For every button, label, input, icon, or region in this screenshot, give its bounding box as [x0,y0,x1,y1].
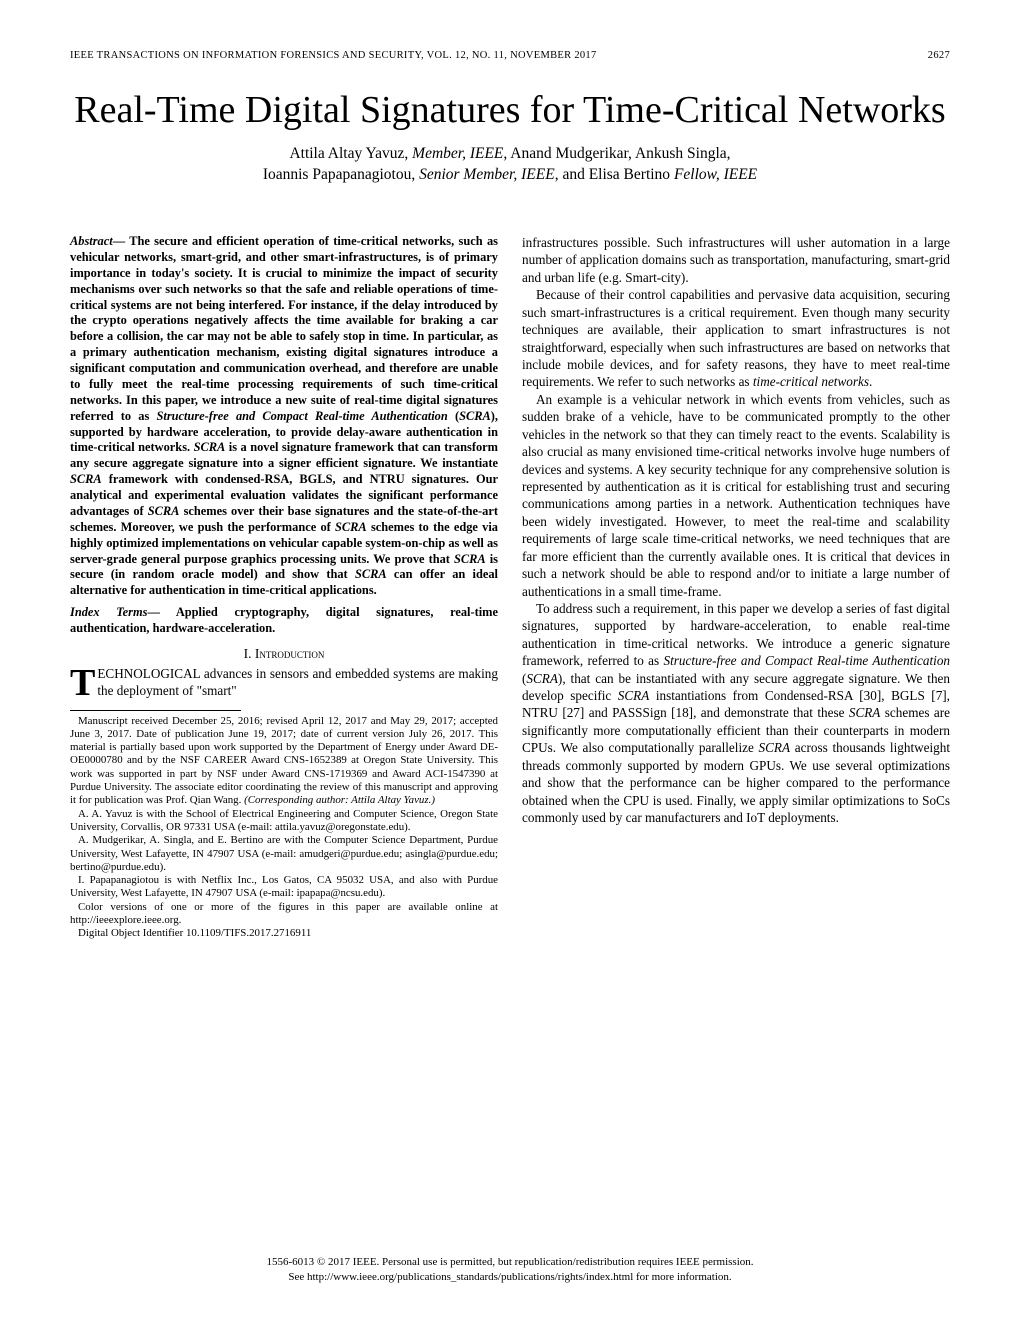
author-mid-2: , and Elisa Bertino [555,166,674,183]
abstract-term-3: SCRA [194,440,226,454]
footnote-color: Color versions of one or more of the fig… [70,901,498,928]
author-role-2: Senior Member, IEEE [419,166,555,183]
journal-info: IEEE TRANSACTIONS ON INFORMATION FORENSI… [70,50,597,61]
abstract-term-5: SCRA [148,504,180,518]
right-para-4: To address such a requirement, in this p… [522,600,950,826]
author-role-3: Fellow, IEEE [674,166,757,183]
right-para-1: infrastructures possible. Such infrastru… [522,234,950,286]
footnote-manuscript: Manuscript received December 25, 2016; r… [70,715,498,808]
author-names-2: Ioannis Papapanagiotou, [263,166,419,183]
index-terms: Index Terms— Applied cryptography, digit… [70,605,498,637]
two-column-body: Abstract— The secure and efficient opera… [70,234,950,941]
abstract-term-6: SCRA [335,520,367,534]
index-label: Index Terms [70,605,147,619]
intro-text: ECHNOLOGICAL advances in sensors and emb… [97,666,498,698]
intro-paragraph: TECHNOLOGICAL advances in sensors and em… [70,665,498,700]
right-p2-end: . [869,374,872,389]
right-p4-em3: SCRA [618,688,650,703]
right-p4-em5: SCRA [759,740,791,755]
abstract-body-1: — The secure and efficient operation of … [70,234,498,423]
left-column: Abstract— The secure and efficient opera… [70,234,498,941]
copyright-notice: 1556-6013 © 2017 IEEE. Personal use is p… [70,1255,950,1284]
right-column: infrastructures possible. Such infrastru… [522,234,950,941]
running-header: IEEE TRANSACTIONS ON INFORMATION FORENSI… [70,50,950,61]
footnote-affil-1: A. A. Yavuz is with the School of Electr… [70,808,498,835]
abstract-term-8: SCRA [355,567,387,581]
author-mid-1: , Anand Mudgerikar, Ankush Singla, [503,145,730,162]
footnote-doi: Digital Object Identifier 10.1109/TIFS.2… [70,927,498,940]
abstract-term-7: SCRA [454,552,486,566]
footnote-affil-3: I. Papapanagiotou is with Netflix Inc., … [70,874,498,901]
abstract-label: Abstract [70,234,113,248]
right-para-2: Because of their control capabilities an… [522,286,950,391]
copyright-line-1: 1556-6013 © 2017 IEEE. Personal use is p… [266,1256,753,1268]
section-1-heading: I. Introduction [70,645,498,663]
author-names-1: Attila Altay Yavuz, [289,145,412,162]
paper-title: Real-Time Digital Signatures for Time-Cr… [70,89,950,133]
footnote-1-text: Manuscript received December 25, 2016; r… [70,715,498,807]
copyright-line-2: See http://www.ieee.org/publications_sta… [288,1271,731,1283]
abstract-term-2: SCRA [459,409,491,423]
abstract-body-2: ( [448,409,459,423]
right-p2-term: time-critical networks [753,374,869,389]
right-para-3: An example is a vehicular network in whi… [522,391,950,600]
abstract-term-1: Structure-free and Compact Real-time Aut… [156,409,447,423]
dropcap: T [70,665,97,699]
footnote-rule [70,710,241,711]
author-role-1: Member, IEEE [412,145,503,162]
right-p4-em1: Structure-free and Compact Real-time Aut… [664,653,950,668]
right-p2-text: Because of their control capabilities an… [522,287,950,389]
page-number: 2627 [928,50,950,61]
abstract: Abstract— The secure and efficient opera… [70,234,498,599]
footnotes: Manuscript received December 25, 2016; r… [70,715,498,941]
abstract-term-4: SCRA [70,472,102,486]
footnote-1-em: (Corresponding author: Attila Altay Yavu… [244,794,435,806]
footnote-affil-2: A. Mudgerikar, A. Singla, and E. Bertino… [70,834,498,874]
author-block: Attila Altay Yavuz, Member, IEEE, Anand … [70,143,950,186]
right-p4-em2: SCRA [526,671,558,686]
right-p4-em4: SCRA [849,705,881,720]
